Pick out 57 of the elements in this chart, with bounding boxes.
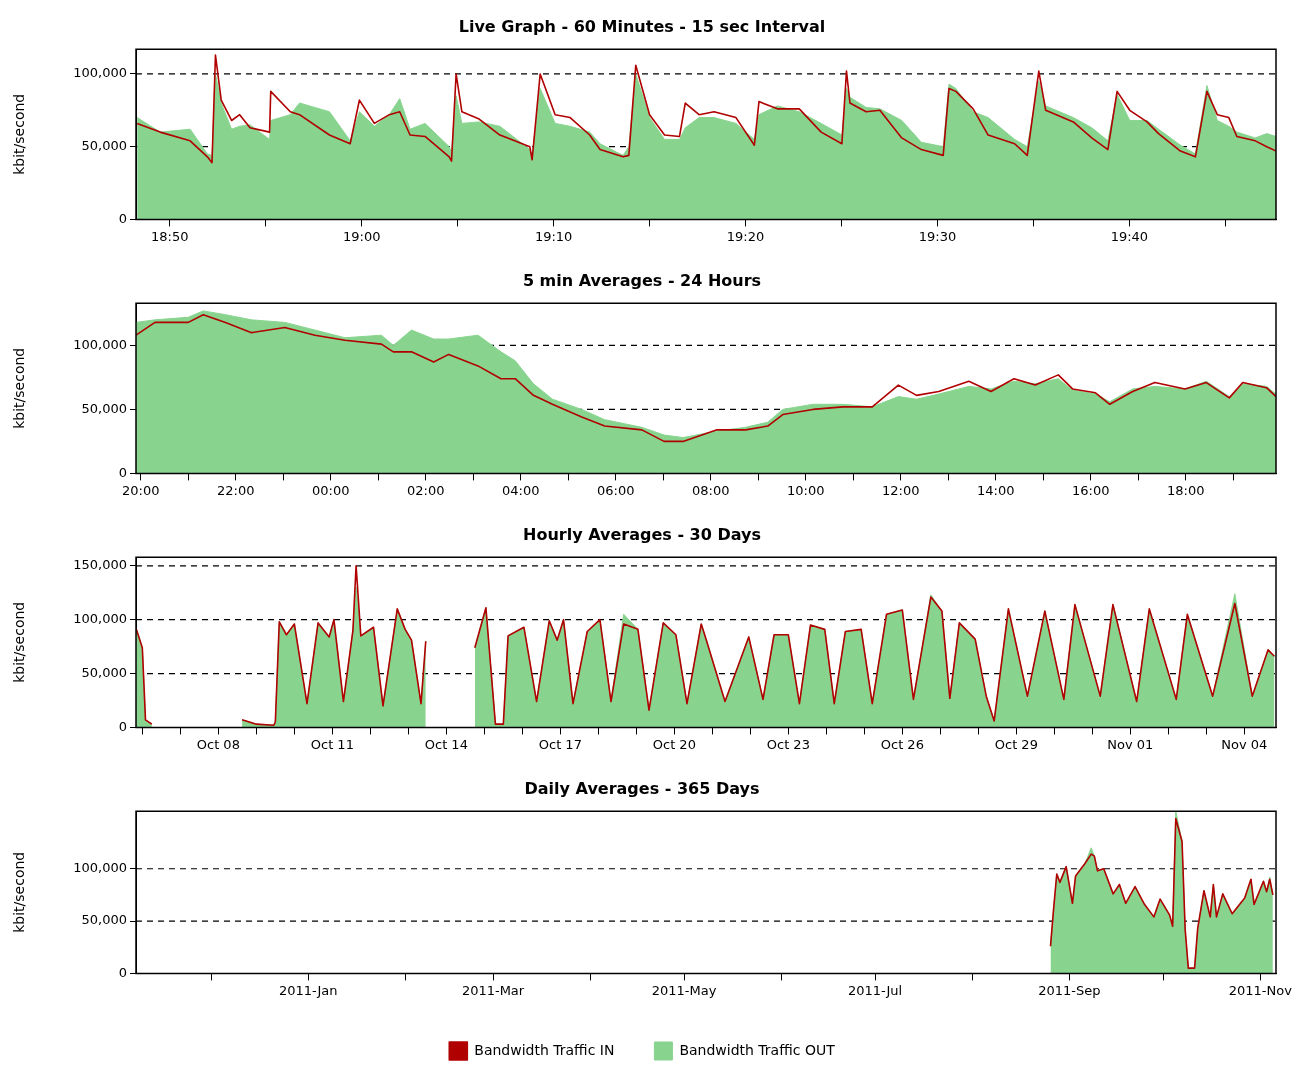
x-tick-label: Nov 01 [1107, 736, 1154, 752]
x-tick-label: Oct 20 [652, 736, 696, 752]
x-tick-label: 18:00 [1167, 482, 1205, 498]
chart-title: 5 min Averages - 24 Hours [522, 270, 762, 290]
x-tick-label: 14:00 [977, 482, 1015, 498]
y-tick-label: 0 [118, 718, 127, 734]
x-tick-label: 22:00 [217, 482, 255, 498]
y-axis-title: kbit/second [11, 93, 28, 175]
y-tick-label: 100,000 [73, 860, 127, 876]
x-tick-label: 18:50 [151, 228, 189, 244]
y-tick-label: 50,000 [81, 664, 127, 680]
y-axis-title: kbit/second [11, 851, 28, 933]
x-tick-label: Oct 29 [994, 736, 1038, 752]
x-tick-label: 19:40 [1110, 228, 1149, 244]
x-tick-label: 19:10 [534, 228, 573, 244]
x-tick-label: 19:30 [918, 228, 957, 244]
x-tick-label: Oct 11 [310, 736, 354, 752]
chart-title: Daily Averages - 365 Days [524, 778, 760, 798]
x-tick-label: 12:00 [882, 482, 920, 498]
x-tick-label: 08:00 [692, 482, 730, 498]
x-tick-label: 2011-Jan [278, 982, 338, 998]
x-tick-label: Nov 04 [1221, 736, 1268, 752]
legend-label: Bandwidth Traffic IN [474, 1041, 615, 1058]
x-tick-label: Oct 17 [538, 736, 582, 752]
y-tick-label: 100,000 [73, 611, 127, 627]
x-tick-label: 06:00 [597, 482, 635, 498]
x-tick-label: 2011-Mar [461, 982, 525, 998]
y-tick-label: 150,000 [73, 557, 127, 573]
y-axis-title: kbit/second [11, 601, 28, 683]
chart-title: Live Graph - 60 Minutes - 15 sec Interval [458, 16, 826, 36]
x-tick-label: 2011-Sep [1038, 982, 1101, 998]
x-tick-label: 10:00 [787, 482, 825, 498]
y-tick-label: 50,000 [81, 912, 127, 928]
x-tick-label: Oct 08 [196, 736, 240, 752]
x-tick-label: 2011-May [651, 982, 717, 998]
x-tick-label: 2011-Nov [1228, 982, 1293, 998]
x-tick-label: 00:00 [312, 482, 350, 498]
x-tick-label: 02:00 [407, 482, 445, 498]
legend-label: Bandwidth Traffic OUT [679, 1041, 836, 1058]
x-tick-label: Oct 26 [880, 736, 924, 752]
x-tick-label: 2011-Jul [848, 982, 903, 998]
y-tick-label: 100,000 [73, 65, 127, 81]
y-tick-label: 50,000 [81, 138, 127, 154]
x-tick-label: Oct 14 [424, 736, 468, 752]
x-tick-label: 20:00 [122, 482, 160, 498]
x-tick-label: 04:00 [502, 482, 540, 498]
y-tick-label: 0 [118, 964, 127, 980]
y-tick-label: 0 [118, 210, 127, 226]
y-tick-label: 0 [118, 464, 127, 480]
x-tick-label: 16:00 [1072, 482, 1110, 498]
chart-title: Hourly Averages - 30 Days [523, 524, 761, 544]
y-tick-label: 100,000 [73, 336, 127, 352]
x-tick-label: 19:20 [726, 228, 765, 244]
x-tick-label: Oct 23 [766, 736, 810, 752]
y-axis-title: kbit/second [11, 347, 28, 429]
x-tick-label: 19:00 [342, 228, 381, 244]
y-tick-label: 50,000 [81, 400, 127, 416]
